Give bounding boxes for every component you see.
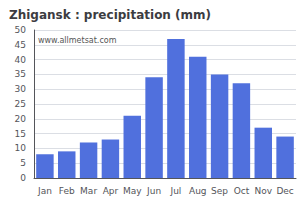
svg-text:Oct: Oct bbox=[234, 186, 250, 196]
svg-text:5: 5 bbox=[20, 158, 26, 168]
svg-text:Dec: Dec bbox=[276, 186, 293, 196]
svg-text:25: 25 bbox=[15, 99, 26, 109]
svg-text:45: 45 bbox=[15, 40, 26, 50]
svg-text:30: 30 bbox=[15, 84, 27, 94]
svg-text:Apr: Apr bbox=[103, 186, 119, 196]
svg-text:20: 20 bbox=[15, 114, 27, 124]
svg-text:15: 15 bbox=[15, 129, 26, 139]
svg-text:Nov: Nov bbox=[254, 186, 272, 196]
svg-text:35: 35 bbox=[15, 69, 26, 79]
svg-text:Aug: Aug bbox=[189, 186, 207, 196]
svg-text:Jun: Jun bbox=[146, 186, 161, 196]
svg-text:Feb: Feb bbox=[59, 186, 75, 196]
svg-text:Jan: Jan bbox=[37, 186, 52, 196]
svg-text:0: 0 bbox=[20, 173, 26, 183]
svg-text:Zhigansk : precipitation (mm): Zhigansk : precipitation (mm) bbox=[9, 8, 211, 22]
svg-text:May: May bbox=[123, 186, 142, 196]
svg-text:10: 10 bbox=[15, 143, 27, 153]
svg-text:Mar: Mar bbox=[80, 186, 97, 196]
svg-text:40: 40 bbox=[15, 55, 27, 65]
svg-text:www.allmetsat.com: www.allmetsat.com bbox=[38, 36, 117, 45]
svg-text:Jul: Jul bbox=[169, 186, 181, 196]
svg-text:50: 50 bbox=[15, 25, 27, 35]
svg-text:Sep: Sep bbox=[211, 186, 228, 196]
